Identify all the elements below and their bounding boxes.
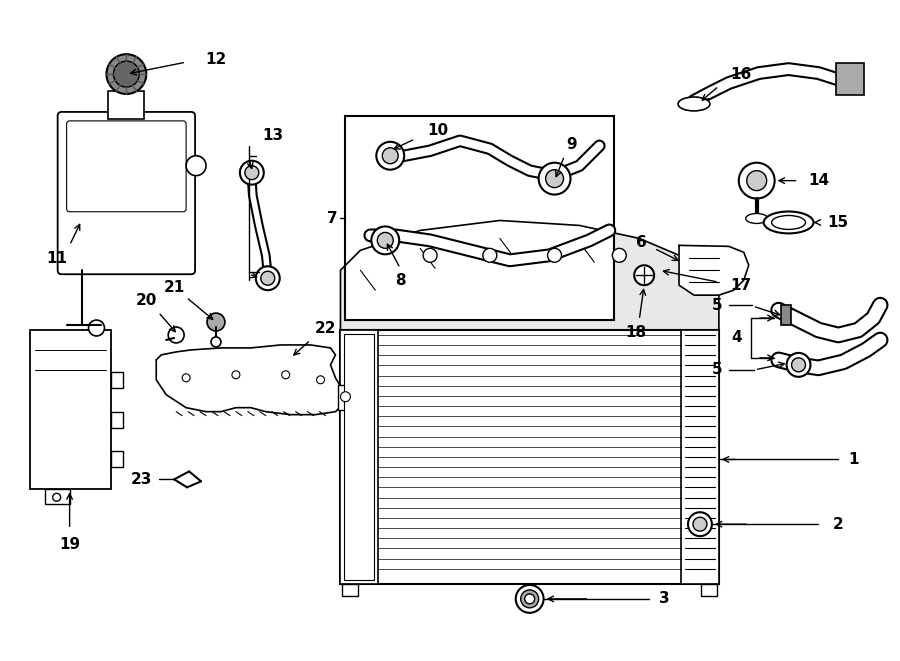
Bar	[112, 372, 123, 388]
FancyBboxPatch shape	[67, 121, 186, 212]
Circle shape	[634, 265, 654, 285]
Text: 18: 18	[626, 325, 647, 340]
Circle shape	[525, 594, 535, 604]
Circle shape	[340, 392, 350, 402]
Bar	[30, 330, 112, 489]
Bar	[108, 91, 144, 119]
Bar	[112, 451, 123, 467]
Circle shape	[240, 161, 264, 184]
Text: 16: 16	[730, 67, 752, 81]
Text: 20: 20	[136, 293, 157, 307]
Text: 23: 23	[130, 472, 152, 487]
Circle shape	[168, 327, 184, 343]
Polygon shape	[340, 221, 719, 330]
Polygon shape	[679, 245, 749, 295]
Circle shape	[282, 371, 290, 379]
Circle shape	[787, 353, 811, 377]
Circle shape	[106, 54, 147, 94]
Text: 17: 17	[730, 278, 752, 293]
Bar	[836, 63, 864, 95]
Text: 1: 1	[848, 452, 859, 467]
Circle shape	[372, 227, 400, 254]
Bar	[340, 330, 719, 584]
Bar	[346, 116, 615, 320]
Circle shape	[376, 142, 404, 170]
Circle shape	[688, 512, 712, 536]
Bar	[345, 334, 374, 580]
Text: 2: 2	[833, 517, 843, 531]
Circle shape	[207, 313, 225, 331]
Text: 13: 13	[262, 128, 284, 143]
Text: 12: 12	[205, 52, 227, 67]
Bar	[338, 385, 354, 410]
Circle shape	[612, 249, 626, 262]
Circle shape	[261, 271, 274, 285]
Circle shape	[521, 590, 538, 608]
Text: 4: 4	[732, 330, 742, 346]
Circle shape	[483, 249, 497, 262]
Circle shape	[186, 156, 206, 176]
Bar	[112, 412, 123, 428]
Circle shape	[792, 358, 806, 372]
Ellipse shape	[764, 212, 814, 233]
Circle shape	[547, 249, 562, 262]
FancyBboxPatch shape	[58, 112, 195, 274]
Circle shape	[538, 163, 571, 194]
Circle shape	[182, 374, 190, 382]
Text: 7: 7	[328, 211, 338, 226]
Circle shape	[113, 61, 140, 87]
Circle shape	[232, 371, 240, 379]
Bar	[340, 330, 378, 584]
Polygon shape	[157, 345, 343, 414]
Circle shape	[88, 320, 104, 336]
Text: 19: 19	[59, 537, 80, 551]
Bar	[343, 584, 358, 596]
Text: 9: 9	[566, 137, 577, 152]
Circle shape	[545, 170, 563, 188]
Ellipse shape	[771, 215, 806, 229]
Circle shape	[317, 376, 325, 384]
Circle shape	[693, 517, 706, 531]
Circle shape	[516, 585, 544, 613]
Text: 22: 22	[315, 321, 337, 336]
Circle shape	[53, 493, 60, 501]
Circle shape	[423, 249, 437, 262]
Text: 15: 15	[828, 215, 849, 230]
Circle shape	[747, 171, 767, 190]
Text: 3: 3	[659, 592, 670, 606]
Bar	[45, 489, 69, 504]
Bar	[701, 584, 717, 596]
Ellipse shape	[678, 97, 710, 111]
Text: 5: 5	[712, 362, 722, 377]
Circle shape	[382, 148, 398, 164]
Circle shape	[245, 166, 259, 180]
Text: 21: 21	[164, 280, 184, 295]
Bar	[681, 330, 719, 584]
Text: 14: 14	[808, 173, 829, 188]
Text: 8: 8	[395, 273, 406, 288]
Text: 10: 10	[428, 124, 448, 138]
Circle shape	[211, 337, 221, 347]
Text: 5: 5	[712, 297, 722, 313]
Text: 6: 6	[635, 235, 646, 250]
Ellipse shape	[746, 214, 768, 223]
Bar	[780, 305, 790, 325]
Circle shape	[377, 233, 393, 249]
Text: 11: 11	[46, 251, 68, 266]
Circle shape	[256, 266, 280, 290]
Circle shape	[739, 163, 775, 198]
